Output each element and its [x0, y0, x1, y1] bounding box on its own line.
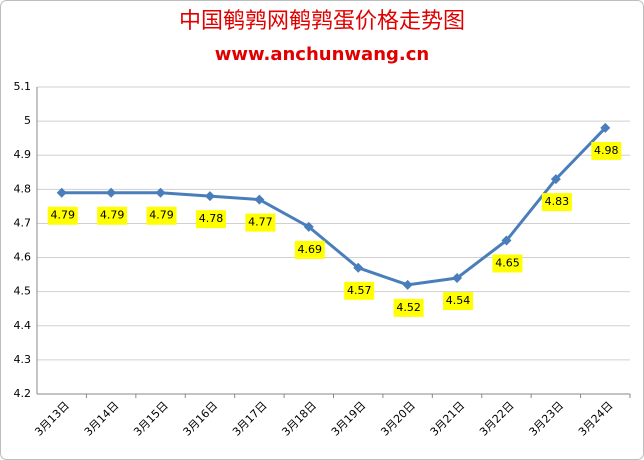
- label-box: [541, 193, 572, 212]
- marker: [550, 174, 561, 185]
- y-tick-label: 4.5: [14, 285, 32, 298]
- label-box: [591, 141, 622, 160]
- y-tick-label: 4.6: [14, 251, 32, 264]
- label-box: [146, 206, 177, 225]
- data-label: 4.78: [199, 212, 224, 225]
- marker: [600, 122, 611, 133]
- label-box: [344, 281, 375, 300]
- marker: [155, 187, 166, 198]
- label-box: [443, 292, 474, 311]
- marker: [353, 262, 364, 273]
- data-label: 4.83: [545, 195, 570, 208]
- label-box: [294, 240, 325, 259]
- data-label: 4.77: [248, 216, 273, 229]
- marker: [303, 221, 314, 232]
- data-label: 4.57: [347, 284, 372, 297]
- marker: [501, 235, 512, 246]
- marker: [204, 191, 215, 202]
- y-tick-label: 4.3: [14, 353, 32, 366]
- y-tick-label: 4.2: [14, 387, 32, 400]
- marker: [56, 187, 67, 198]
- label-box: [245, 213, 276, 232]
- y-tick-label: 5.1: [14, 80, 32, 93]
- data-label: 4.79: [50, 209, 75, 222]
- data-label: 4.98: [594, 144, 619, 157]
- label-box: [47, 206, 78, 225]
- marker: [402, 279, 413, 290]
- y-tick-label: 4.7: [14, 216, 32, 229]
- label-box: [492, 254, 523, 273]
- data-label: 4.79: [149, 209, 174, 222]
- y-tick-label: 4.4: [14, 319, 32, 332]
- data-label: 4.79: [100, 209, 125, 222]
- data-label: 4.52: [396, 301, 421, 314]
- line: [61, 126, 607, 287]
- label-box: [195, 210, 226, 229]
- data-label: 4.65: [495, 257, 520, 270]
- data-label: 4.69: [298, 243, 323, 256]
- y-tick-label: 4.8: [14, 182, 32, 195]
- y-tick-label: 5: [24, 114, 31, 127]
- y-tick-label: 4.9: [14, 148, 32, 161]
- label-box: [393, 298, 424, 317]
- data-label: 4.54: [446, 294, 471, 307]
- chart-subtitle: www.anchunwang.cn: [215, 44, 429, 65]
- chart-title: 中国鹌鹑网鹌鹑蛋价格走势图: [179, 9, 465, 34]
- marker: [254, 194, 265, 205]
- label-box: [97, 206, 128, 225]
- marker: [106, 187, 117, 198]
- marker: [452, 273, 463, 284]
